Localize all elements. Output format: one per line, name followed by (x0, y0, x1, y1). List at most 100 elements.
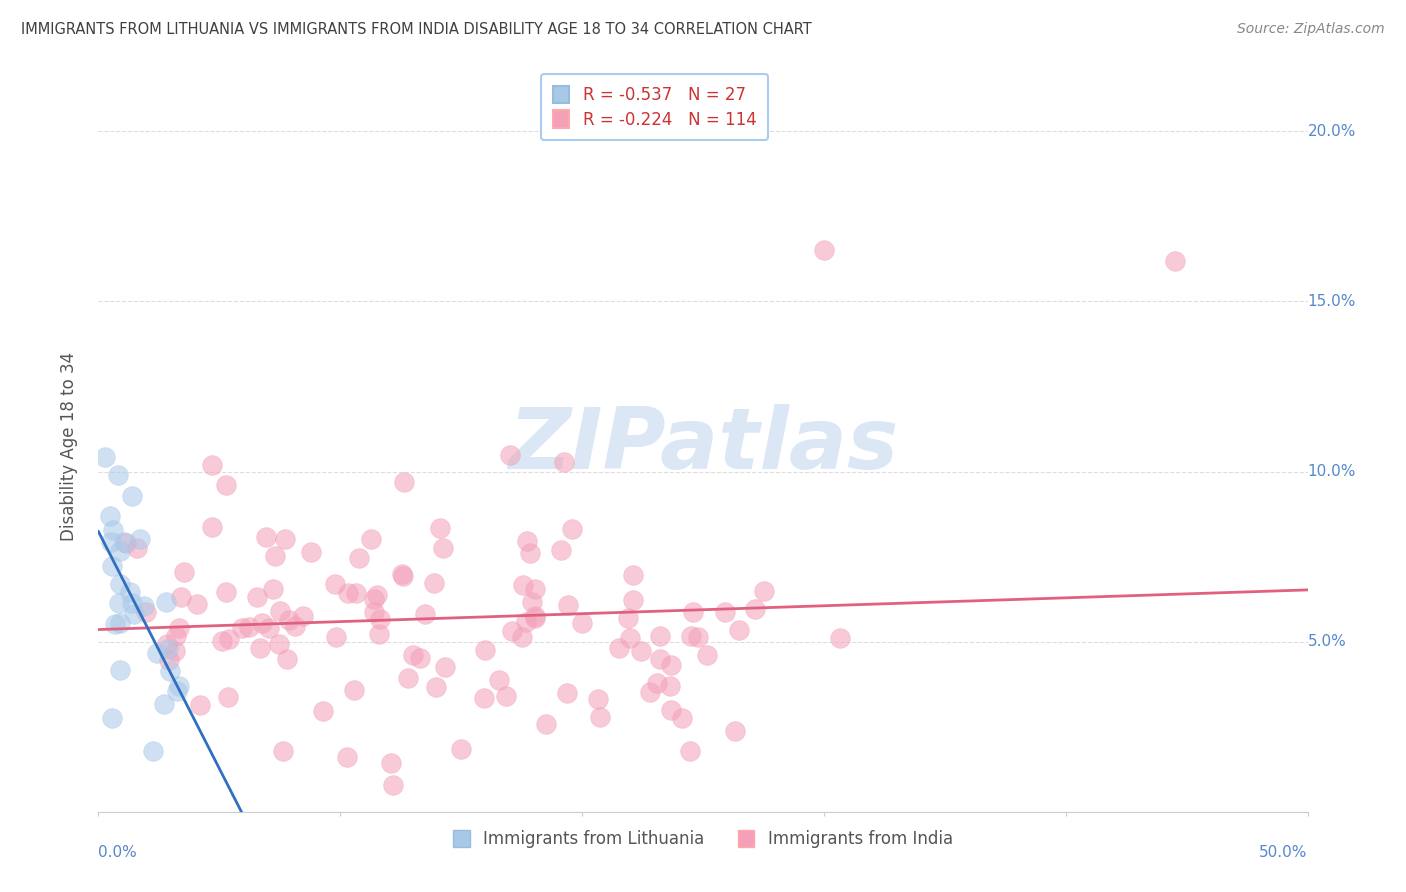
Point (100, 534, 122, 549)
Point (392, 475, 415, 489)
Point (132, 599, 155, 613)
Point (166, 684, 188, 698)
Point (557, 599, 579, 613)
Point (433, 660, 456, 674)
Point (658, 679, 681, 693)
Point (638, 685, 661, 699)
Point (152, 697, 174, 711)
Point (621, 568, 644, 582)
Point (366, 588, 388, 602)
Point (115, 536, 138, 550)
Point (589, 709, 612, 723)
Point (246, 591, 269, 605)
Point (264, 549, 287, 564)
Point (368, 627, 391, 641)
Point (188, 698, 211, 712)
Point (135, 605, 157, 619)
Y-axis label: Disability Age 18 to 34: Disability Age 18 to 34 (60, 351, 79, 541)
Point (524, 608, 547, 623)
Point (121, 595, 143, 609)
Point (429, 521, 451, 535)
Point (381, 778, 404, 792)
Point (616, 611, 638, 625)
Point (257, 621, 280, 635)
Point (250, 615, 273, 630)
Point (292, 608, 315, 623)
Point (534, 716, 557, 731)
Point (686, 631, 709, 645)
Legend: Immigrants from Lithuania, Immigrants from India: Immigrants from Lithuania, Immigrants fr… (447, 823, 959, 855)
Point (630, 644, 652, 658)
Point (108, 577, 131, 591)
Point (515, 615, 537, 629)
Point (619, 632, 641, 646)
Point (671, 711, 693, 725)
Point (648, 629, 671, 643)
Point (754, 584, 776, 599)
Text: 0.0%: 0.0% (98, 845, 138, 860)
Text: ZIPatlas: ZIPatlas (508, 404, 898, 488)
Point (142, 744, 165, 758)
Point (108, 615, 131, 630)
Point (165, 629, 187, 643)
Point (727, 624, 749, 638)
Point (401, 648, 423, 662)
Point (1163, 253, 1185, 268)
Point (98, 508, 121, 523)
Point (112, 535, 135, 549)
Point (159, 664, 181, 678)
Point (269, 603, 291, 617)
Point (519, 546, 541, 560)
Point (186, 597, 208, 611)
Point (107, 467, 129, 482)
Point (155, 595, 177, 609)
Text: 5.0%: 5.0% (1308, 634, 1347, 649)
Point (828, 631, 851, 645)
Point (621, 593, 644, 607)
Point (474, 643, 496, 657)
Point (274, 533, 297, 547)
Point (336, 750, 359, 764)
Point (520, 595, 543, 609)
Point (146, 646, 169, 660)
Point (262, 582, 284, 597)
Point (215, 585, 238, 599)
Point (238, 619, 260, 633)
Point (167, 679, 190, 693)
Point (523, 582, 546, 596)
Point (100, 558, 122, 573)
Point (344, 586, 367, 600)
Point (744, 602, 766, 616)
Point (254, 530, 277, 544)
Point (107, 596, 129, 610)
Point (380, 756, 402, 770)
Point (343, 683, 366, 698)
Point (273, 744, 295, 758)
Point (108, 544, 131, 558)
Point (211, 634, 233, 648)
Point (555, 686, 578, 700)
Point (312, 704, 335, 718)
Point (659, 657, 682, 672)
Text: IMMIGRANTS FROM LITHUANIA VS IMMIGRANTS FROM INDIA DISABILITY AGE 18 TO 34 CORRE: IMMIGRANTS FROM LITHUANIA VS IMMIGRANTS … (21, 22, 811, 37)
Point (659, 703, 682, 717)
Point (586, 692, 609, 706)
Point (396, 671, 419, 685)
Point (391, 566, 413, 581)
Text: 20.0%: 20.0% (1308, 124, 1355, 139)
Point (173, 566, 195, 580)
Point (231, 621, 253, 635)
Point (167, 621, 190, 635)
Point (201, 520, 224, 534)
Point (561, 522, 583, 536)
Point (409, 651, 432, 665)
Point (363, 605, 385, 619)
Point (299, 545, 322, 559)
Point (363, 591, 385, 606)
Point (129, 532, 152, 546)
Point (122, 607, 145, 621)
Text: 10.0%: 10.0% (1308, 464, 1355, 479)
Text: Source: ZipAtlas.com: Source: ZipAtlas.com (1237, 22, 1385, 37)
Point (336, 586, 359, 600)
Point (323, 577, 346, 591)
